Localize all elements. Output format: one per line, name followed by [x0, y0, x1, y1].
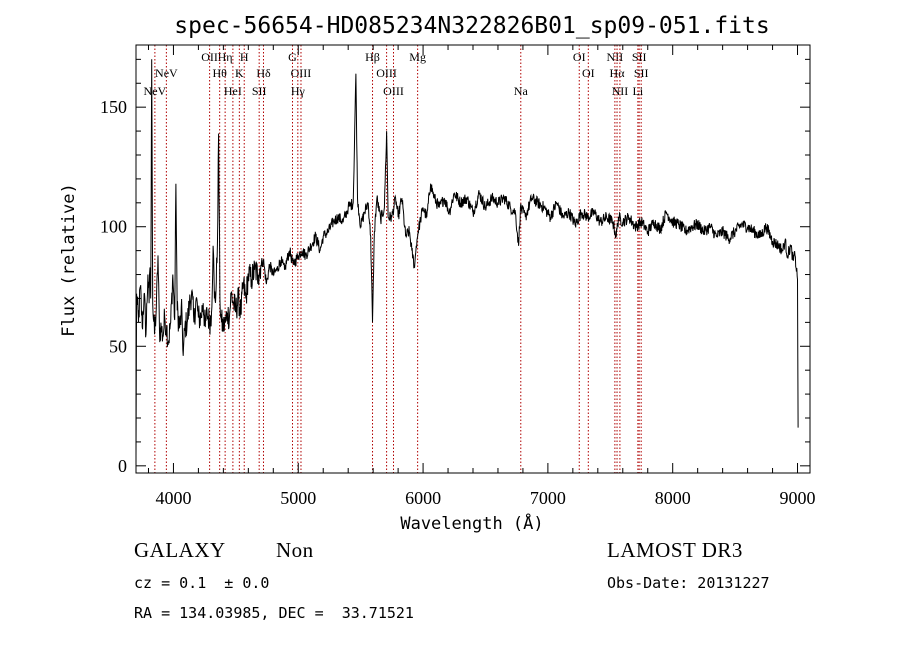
ra-dec: RA = 134.03985, DEC = 33.71521 — [134, 604, 414, 622]
line-label: OII — [201, 50, 218, 64]
y-tick-label: 150 — [100, 97, 127, 117]
survey-name: LAMOST DR3 — [607, 538, 743, 562]
x-tick-label: 7000 — [530, 488, 566, 508]
line-label: HeI — [224, 84, 242, 98]
chart-title: spec-56654-HD085234N322826B01_sp09-051.f… — [174, 13, 769, 39]
line-label: Hα — [610, 66, 626, 80]
line-label: H — [240, 50, 249, 64]
y-tick-label: 50 — [109, 336, 127, 356]
line-label: SII — [632, 50, 647, 64]
line-label: Hδ — [256, 66, 271, 80]
x-tick-label: 5000 — [280, 488, 316, 508]
line-label: OIII — [383, 84, 404, 98]
line-label: K — [235, 66, 244, 80]
line-label: SII — [634, 66, 649, 80]
line-label: Mg — [409, 50, 426, 64]
line-label: Hθ — [212, 66, 227, 80]
y-tick-label: 100 — [100, 217, 127, 237]
y-axis-label: Flux (relative) — [59, 183, 79, 337]
x-tick-label: 8000 — [655, 488, 691, 508]
line-label: Hγ — [291, 84, 306, 98]
line-label: NeV — [155, 66, 178, 80]
object-class: GALAXY — [134, 538, 226, 562]
axis-ticks: 4000 5000 6000 7000 8000 9000 0 50 100 150 — [100, 45, 816, 508]
line-label: OIII — [376, 66, 397, 80]
line-label: Hβ — [365, 50, 380, 64]
x-tick-label: 4000 — [155, 488, 191, 508]
observation-date: Obs-Date: 20131227 — [607, 574, 770, 592]
line-label: NeV — [144, 84, 167, 98]
redshift-cz: cz = 0.1 ± 0.0 — [134, 574, 270, 592]
line-label: OIII — [291, 66, 312, 80]
line-label: OI — [582, 66, 595, 80]
object-subclass: Non — [276, 538, 314, 562]
x-axis-label: Wavelength (Å) — [400, 512, 543, 534]
line-label: NII — [607, 50, 624, 64]
line-label: OI — [573, 50, 586, 64]
x-tick-label: 6000 — [405, 488, 441, 508]
line-label: Li — [633, 84, 644, 98]
plot-frame — [135, 44, 811, 474]
line-label: Na — [514, 84, 529, 98]
spectrum-line — [135, 59, 799, 457]
x-tick-label: 9000 — [780, 488, 816, 508]
emission-line-markers: NeV NeV OII Hη Hθ HeI HK Hδ SII G OIII Hγ Hβ OIII OIII… — [144, 45, 649, 473]
line-label: Hη — [218, 50, 233, 64]
y-tick-label: 0 — [118, 456, 127, 476]
line-label: G — [288, 50, 297, 64]
line-label: SII — [252, 84, 267, 98]
line-label: NII — [612, 84, 629, 98]
